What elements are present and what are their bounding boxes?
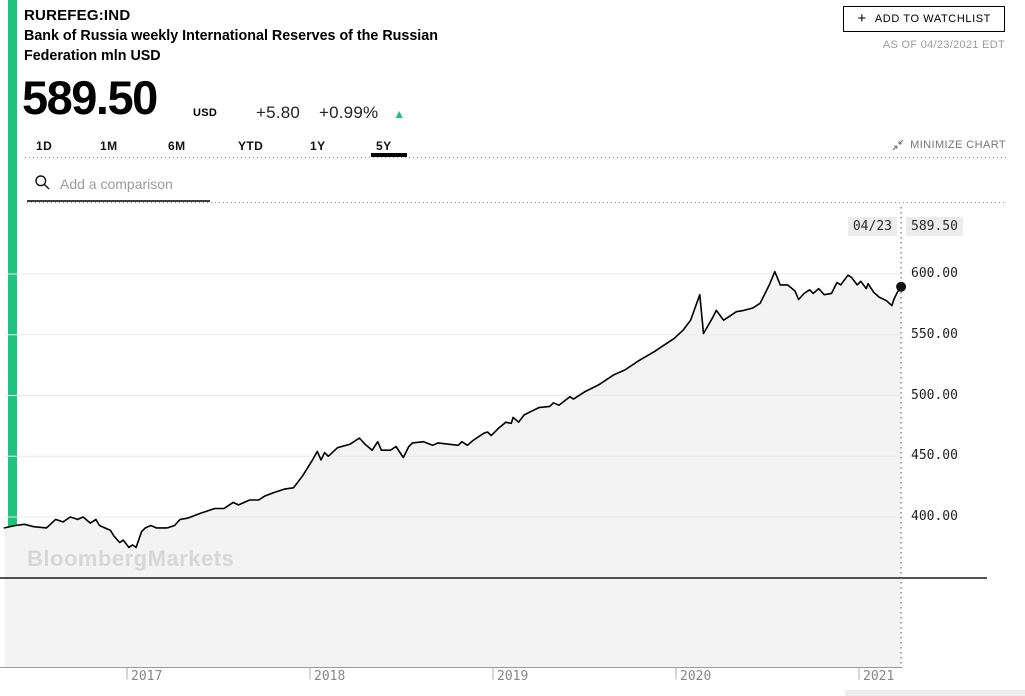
price-change: +5.80 +0.99% ▲ [256, 103, 405, 123]
bottom-right-strip [845, 690, 1025, 696]
add-to-watchlist-label: ADD TO WATCHLIST [874, 13, 991, 25]
x-tick-label: 2017 [131, 669, 163, 684]
as-of-timestamp: AS OF 04/23/2021 EDT [882, 39, 1005, 51]
x-tick-label: 2018 [314, 669, 346, 684]
x-tick-label: 2019 [497, 669, 529, 684]
y-tick-label: 550.00 [911, 326, 958, 342]
tab-ytd[interactable]: YTD [238, 139, 264, 153]
add-to-watchlist-button[interactable]: + ADD TO WATCHLIST [843, 6, 1005, 32]
price-change-pct: +0.99% [318, 103, 379, 122]
price-change-abs: +5.80 [256, 103, 301, 122]
security-symbol: RUREFEG:IND [24, 7, 131, 24]
minimize-chart-label: MINIMIZE CHART [910, 139, 1006, 151]
minimize-chart-button[interactable]: MINIMIZE CHART [892, 139, 1006, 151]
tab-1m[interactable]: 1M [100, 139, 118, 153]
up-triangle-icon: ▲ [393, 107, 406, 121]
accent-bar [8, 0, 17, 531]
tab-1d[interactable]: 1D [36, 139, 53, 153]
y-tick-label: 450.00 [911, 448, 958, 464]
tabs-separator [25, 157, 1007, 158]
tab-5y[interactable]: 5Y [376, 139, 392, 153]
crosshair-value-label: 589.50 [906, 217, 963, 236]
price-currency: USD [193, 107, 218, 119]
security-description: Bank of Russia weekly International Rese… [24, 28, 438, 65]
y-tick-label: 600.00 [911, 266, 958, 281]
crosshair-date-label: 04/23 [847, 217, 897, 236]
y-tick-label: 500.00 [911, 387, 958, 403]
watermark: BloombergMarkets [27, 546, 235, 571]
plus-icon: + [857, 9, 867, 27]
comparison-underline [27, 200, 210, 202]
search-icon [35, 175, 50, 190]
tab-1y[interactable]: 1Y [310, 139, 326, 153]
minimize-chart-icon [892, 139, 904, 151]
price-value: 589.50 [22, 71, 158, 124]
x-tick-label: 2020 [680, 669, 712, 684]
comparison-search-input[interactable] [58, 172, 292, 196]
x-tick-label: 2021 [863, 669, 895, 684]
comparison-separator [27, 202, 1007, 203]
tab-6m[interactable]: 6M [168, 139, 186, 153]
active-tab-indicator [371, 153, 407, 157]
y-tick-label: 400.00 [911, 509, 958, 524]
